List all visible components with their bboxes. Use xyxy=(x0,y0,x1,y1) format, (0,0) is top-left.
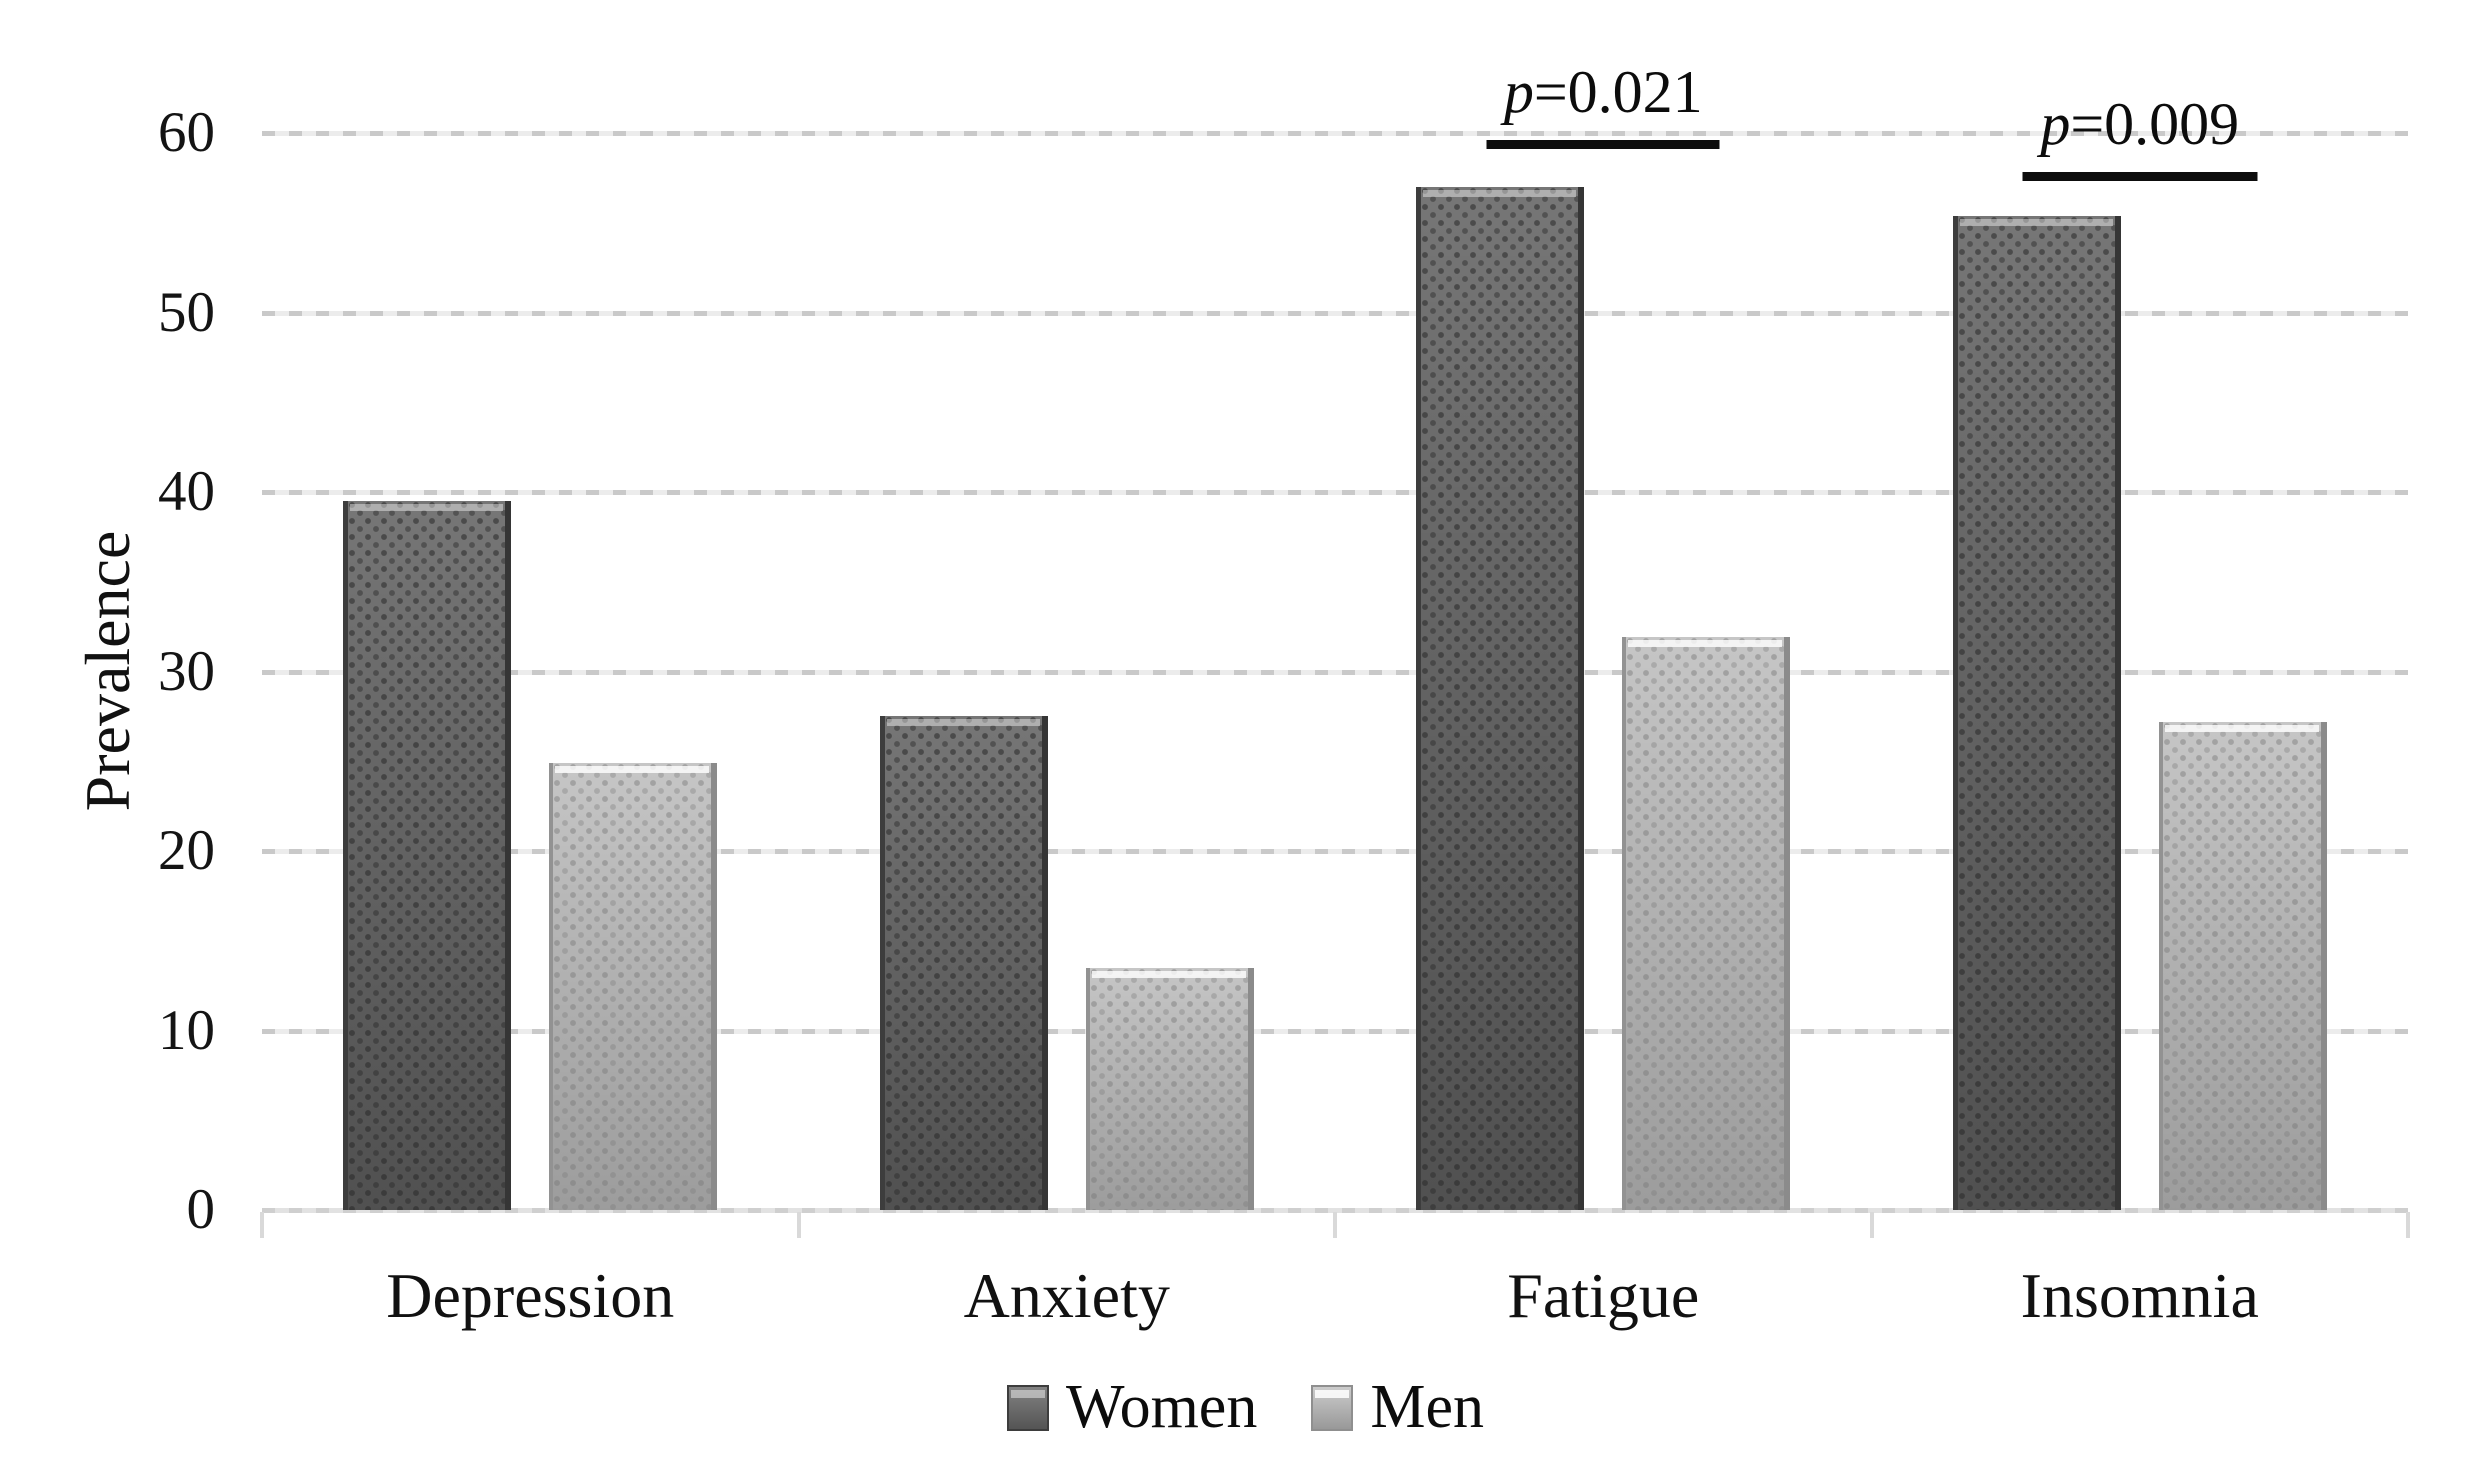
y-axis-title: Prevalence xyxy=(72,530,143,812)
y-tick-label-60: 60 xyxy=(158,101,215,164)
gridline-20 xyxy=(262,849,2408,854)
x-axis-tick xyxy=(1869,1212,1874,1238)
bar-men-insomnia xyxy=(2158,721,2327,1210)
x-axis-tick xyxy=(1333,1212,1337,1238)
gridline-40 xyxy=(262,490,2408,495)
gridline-10 xyxy=(262,1028,2408,1034)
y-tick-label-10: 10 xyxy=(158,998,215,1062)
significance-line-insomnia xyxy=(2022,172,2258,181)
legend-item-men: Men xyxy=(1311,1372,1484,1443)
gridline-50 xyxy=(262,310,2408,316)
bar-men-anxiety xyxy=(1085,967,1254,1210)
gridline-60 xyxy=(262,131,2408,136)
bar-women-depression xyxy=(343,500,512,1210)
p-symbol: p xyxy=(2040,91,2071,157)
y-tick-label-50: 50 xyxy=(158,280,215,344)
y-tick-label-20: 20 xyxy=(158,819,215,882)
x-axis-tick xyxy=(260,1212,264,1238)
x-axis-line xyxy=(262,1208,2408,1213)
bar-men-depression xyxy=(549,763,718,1210)
legend-item-women: Women xyxy=(1007,1372,1257,1443)
p-value-text: =0.009 xyxy=(2070,91,2240,157)
legend-swatch-women-icon xyxy=(1007,1384,1050,1431)
p-symbol: p xyxy=(1503,59,1534,125)
significance-line-fatigue xyxy=(1486,140,1720,149)
y-tick-label-40: 40 xyxy=(158,460,215,523)
category-label-fatigue: Fatigue xyxy=(1507,1260,1700,1331)
category-label-anxiety: Anxiety xyxy=(963,1260,1170,1331)
legend-swatch-men-icon xyxy=(1311,1384,1354,1431)
bar-men-fatigue xyxy=(1622,637,1791,1210)
legend-label-men: Men xyxy=(1370,1373,1484,1441)
bar-women-anxiety xyxy=(879,716,1048,1210)
bar-women-insomnia xyxy=(1952,215,2121,1210)
category-label-insomnia: Insomnia xyxy=(2020,1260,2259,1331)
gridline-30 xyxy=(262,669,2408,675)
legend-label-women: Women xyxy=(1066,1373,1258,1441)
x-axis-tick xyxy=(2406,1212,2410,1238)
legend: Women Men xyxy=(0,1372,2491,1443)
y-tick-label-0: 0 xyxy=(186,1178,216,1241)
x-axis-tick xyxy=(796,1212,801,1238)
p-value-label-insomnia: p=0.009 xyxy=(2040,84,2239,164)
category-label-depression: Depression xyxy=(386,1260,675,1331)
bar-women-fatigue xyxy=(1416,186,1585,1210)
p-value-label-fatigue: p=0.021 xyxy=(1504,52,1703,132)
y-tick-label-30: 30 xyxy=(158,639,215,703)
p-value-text: =0.021 xyxy=(1533,59,1703,125)
